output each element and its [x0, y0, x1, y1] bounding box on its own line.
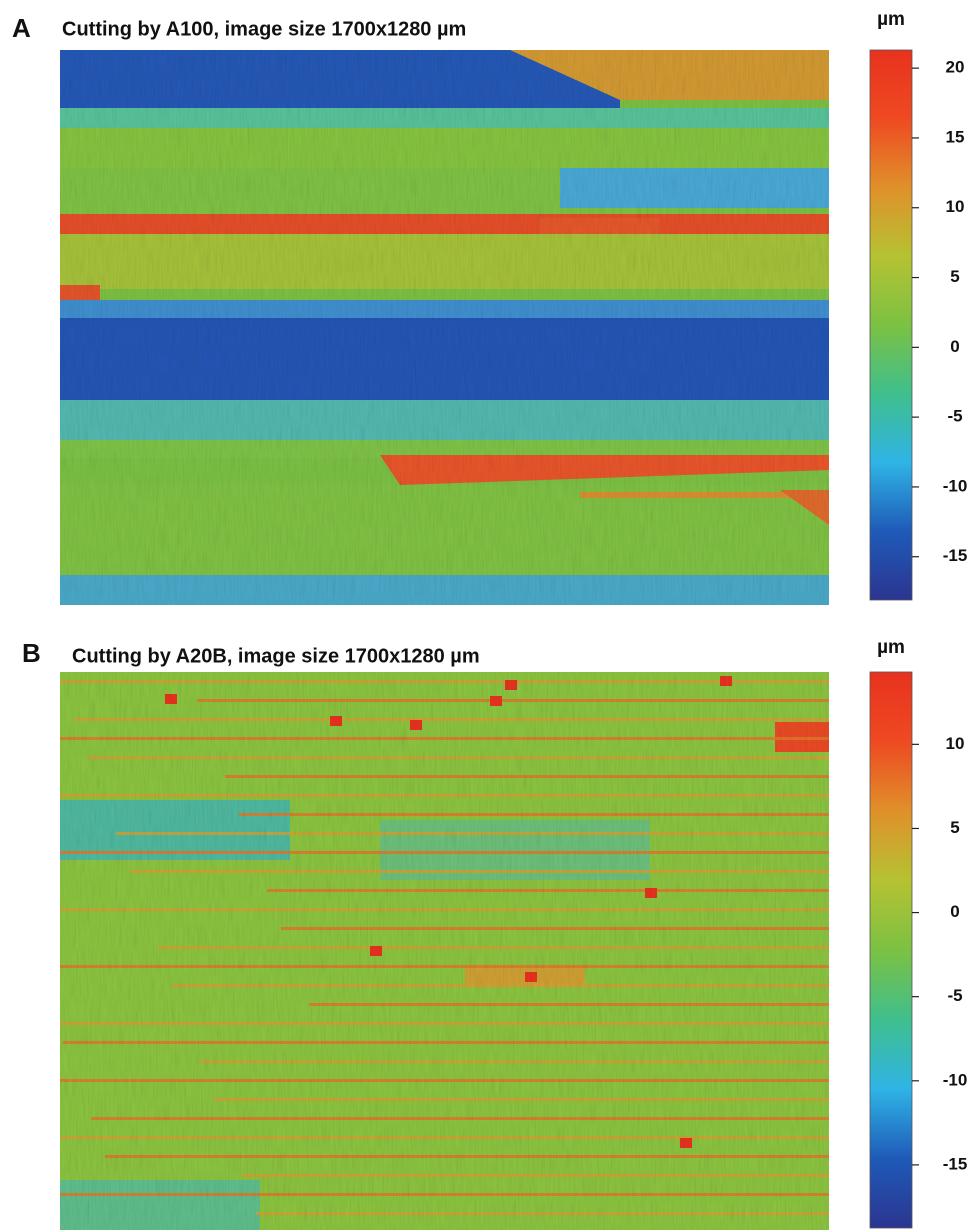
colorbar-tick-label: -5	[947, 986, 962, 1005]
colorbar-tick-label: 5	[950, 818, 959, 837]
panel-label: B	[22, 638, 41, 668]
panel-label: A	[12, 13, 31, 43]
colorbar-tick-label: 0	[950, 337, 959, 356]
colorbar-tick-label: 5	[950, 267, 959, 286]
colorbar-unit: µm	[877, 9, 905, 30]
colorbar	[869, 671, 913, 1229]
surface-image-a	[60, 50, 829, 605]
colorbar-tick-label: 0	[950, 902, 959, 921]
colorbar-unit: µm	[877, 637, 905, 658]
colorbar-tick-label: -10	[943, 1070, 968, 1089]
colorbar-tick-label: -15	[943, 1154, 968, 1173]
colorbar-tick-label: -10	[943, 476, 968, 495]
colorbar-tick-label: 15	[946, 127, 965, 146]
colorbar-tick-label: -15	[943, 546, 968, 565]
colorbar-tick-label: 20	[946, 58, 965, 77]
colorbar-tick-label: -5	[947, 407, 962, 426]
surface-image-b	[60, 672, 829, 1230]
colorbar-tick-label: 10	[946, 734, 965, 753]
texture	[60, 672, 829, 1230]
panel-title: Cutting by A20B, image size 1700x1280 µm	[72, 645, 480, 667]
colorbar-tick-label: 10	[946, 197, 965, 216]
panel-title: Cutting by A100, image size 1700x1280 µm	[62, 18, 466, 40]
colorbar	[869, 49, 913, 601]
